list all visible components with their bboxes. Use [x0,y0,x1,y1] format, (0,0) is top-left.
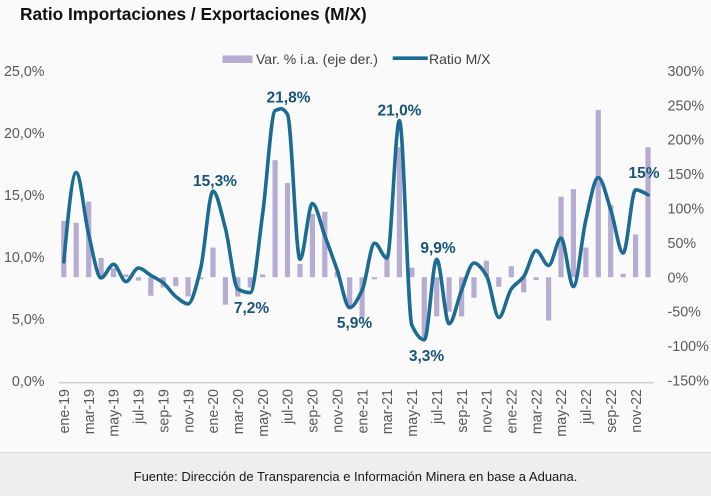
svg-text:sep-21: sep-21 [455,389,471,433]
svg-text:nov-20: nov-20 [331,389,347,433]
svg-text:15,0%: 15,0% [4,188,45,204]
svg-text:sep-19: sep-19 [156,389,172,433]
svg-text:jul-19: jul-19 [132,389,148,425]
svg-text:200%: 200% [668,133,705,149]
svg-text:3,3%: 3,3% [409,348,445,365]
svg-text:150%: 150% [668,167,705,183]
svg-text:250%: 250% [668,98,705,114]
svg-text:10,0%: 10,0% [4,250,45,266]
svg-text:5,9%: 5,9% [337,315,373,332]
svg-text:9,9%: 9,9% [420,240,456,257]
svg-text:20,0%: 20,0% [4,126,45,142]
svg-text:15%: 15% [628,165,659,182]
svg-text:sep-22: sep-22 [604,389,620,433]
svg-text:25,0%: 25,0% [4,64,45,80]
svg-text:ene-19: ene-19 [57,389,73,434]
svg-text:sep-20: sep-20 [306,389,322,433]
svg-text:ene-20: ene-20 [206,389,222,434]
svg-text:5,0%: 5,0% [12,312,45,328]
svg-text:100%: 100% [668,202,705,218]
svg-text:mar-22: mar-22 [529,389,545,434]
svg-text:nov-19: nov-19 [181,389,197,433]
svg-text:50%: 50% [668,236,697,252]
svg-text:mar-19: mar-19 [82,389,98,434]
svg-text:jul-22: jul-22 [579,389,595,425]
svg-text:jul-21: jul-21 [430,389,446,425]
svg-text:mar-20: mar-20 [231,389,247,434]
svg-text:ene-22: ene-22 [505,389,521,434]
svg-text:7,2%: 7,2% [234,300,270,317]
svg-text:0%: 0% [668,270,689,286]
svg-text:may-21: may-21 [405,389,421,437]
svg-text:may-22: may-22 [554,389,570,437]
svg-text:nov-21: nov-21 [480,389,496,433]
svg-text:15,3%: 15,3% [193,173,237,190]
svg-text:Var. % i.a. (eje der.): Var. % i.a. (eje der.) [256,51,378,67]
svg-text:0,0%: 0,0% [12,374,45,390]
svg-text:21,8%: 21,8% [267,90,311,107]
svg-text:Ratio M/X: Ratio M/X [429,51,491,67]
svg-text:may-20: may-20 [256,389,272,437]
svg-text:300%: 300% [668,64,705,80]
svg-text:mar-21: mar-21 [380,389,396,434]
svg-text:-50%: -50% [668,305,702,321]
svg-text:nov-22: nov-22 [629,389,645,433]
svg-text:-150%: -150% [668,374,710,390]
svg-text:jul-20: jul-20 [281,389,297,425]
svg-text:-100%: -100% [668,339,710,355]
svg-text:21,0%: 21,0% [378,103,422,120]
svg-text:may-19: may-19 [107,389,123,437]
svg-text:ene-21: ene-21 [355,389,371,434]
